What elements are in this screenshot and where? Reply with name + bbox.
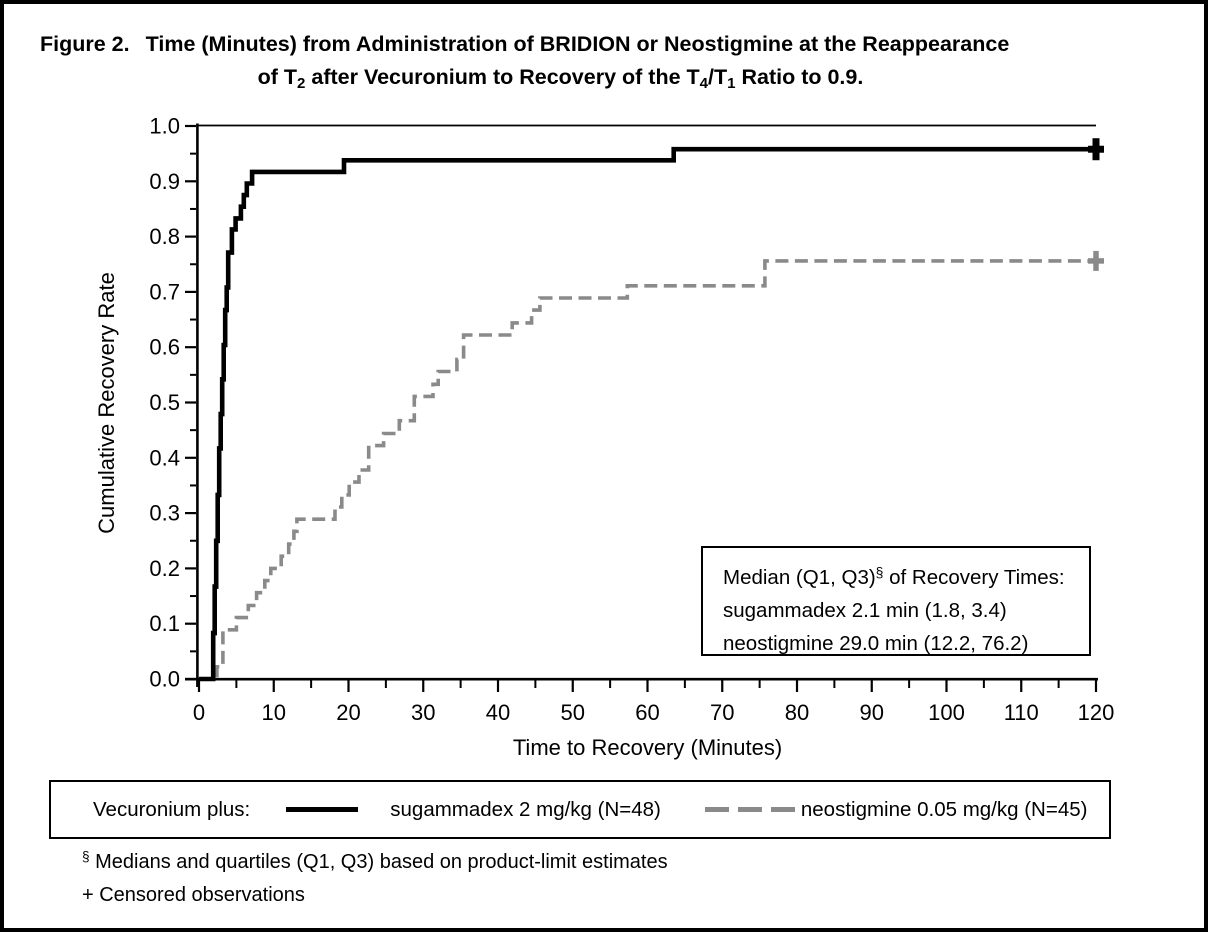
- svg-text:80: 80: [785, 700, 809, 725]
- solid-line-swatch: [286, 807, 359, 812]
- annotation-line2: sugammadex 2.1 min (1.8, 3.4): [723, 598, 1007, 622]
- legend-series2-label: neostigmine 0.05 mg/kg (N=45): [800, 797, 1088, 821]
- figure-title-line1: Time (Minutes) from Administration of BR…: [145, 32, 1010, 56]
- svg-text:0.6: 0.6: [149, 335, 180, 360]
- annotation-line3: neostigmine 29.0 min (12.2, 76.2): [723, 631, 1029, 655]
- svg-text:0.8: 0.8: [149, 224, 180, 249]
- legend-series1-label: sugammadex 2 mg/kg (N=48): [390, 797, 661, 821]
- figure-title-lines: Time (Minutes) from Administration of BR…: [146, 28, 1010, 100]
- svg-text:0.7: 0.7: [149, 279, 180, 304]
- dashed-line-swatch: [704, 807, 795, 812]
- footnote-censored: + Censored observations: [82, 884, 305, 906]
- svg-text:0.3: 0.3: [149, 501, 180, 526]
- y-ticks: [185, 124, 196, 681]
- svg-text:0.5: 0.5: [149, 390, 180, 415]
- svg-text:70: 70: [710, 700, 734, 725]
- footnote-medians: § Medians and quartiles (Q1, Q3) based o…: [82, 849, 668, 873]
- sugammadex-curve: [199, 146, 1096, 682]
- recovery-rate-chart: 0 10 20 30 40 50 60 70 80 90 100 110 120 0.0 0.1 0.2 0.3…: [94, 114, 1114, 761]
- svg-text:0.1: 0.1: [149, 611, 180, 636]
- svg-text:50: 50: [561, 700, 585, 725]
- section-mark: §: [82, 849, 90, 864]
- x-axis-title: Time to Recovery (Minutes): [513, 735, 782, 760]
- svg-text:10: 10: [262, 700, 286, 725]
- svg-text:0.2: 0.2: [149, 556, 180, 581]
- svg-text:0: 0: [193, 700, 205, 725]
- svg-text:60: 60: [635, 700, 659, 725]
- svg-text:90: 90: [860, 700, 884, 725]
- svg-text:30: 30: [411, 700, 435, 725]
- svg-text:20: 20: [336, 700, 360, 725]
- legend-box: Vecuronium plus: sugammadex 2 mg/kg (N=4…: [49, 780, 1111, 839]
- svg-text:40: 40: [486, 700, 510, 725]
- svg-text:1.0: 1.0: [149, 114, 180, 139]
- neostigmine-curve: [199, 259, 1096, 681]
- svg-text:110: 110: [1004, 700, 1039, 725]
- censored-marks: [1088, 138, 1104, 271]
- y-axis-title: Cumulative Recovery Rate: [94, 272, 119, 534]
- x-tick-labels: 0 10 20 30 40 50 60 70 80 90 100 110 120: [193, 700, 1114, 725]
- svg-text:0.0: 0.0: [149, 667, 180, 692]
- legend-label: Vecuronium plus:: [93, 797, 251, 821]
- figure-title-line2: of T2 after Vecuronium to Recovery of th…: [257, 65, 864, 92]
- annotation-line1: Median (Q1, Q3)§ of Recovery Times:: [723, 564, 1065, 589]
- axes: [185, 123, 1098, 687]
- svg-text:0.4: 0.4: [149, 445, 180, 470]
- svg-text:100: 100: [928, 700, 965, 725]
- x-ticks: [197, 680, 1098, 692]
- svg-text:0.9: 0.9: [149, 169, 180, 194]
- y-tick-labels: 0.0 0.1 0.2 0.3 0.4 0.5 0.6 0.7 0.8 0.9 1.0: [149, 114, 180, 692]
- figure-title: Figure 2. Time (Minutes) from Administra…: [40, 28, 1009, 100]
- median-annotation-box: Median (Q1, Q3)§ of Recovery Times: suga…: [701, 546, 1091, 656]
- figure-label: Figure 2.: [40, 32, 130, 56]
- section-mark: §: [875, 564, 884, 580]
- svg-text:120: 120: [1078, 700, 1115, 725]
- axis-titles: Time to Recovery (Minutes) Cumulative Rec…: [94, 272, 782, 760]
